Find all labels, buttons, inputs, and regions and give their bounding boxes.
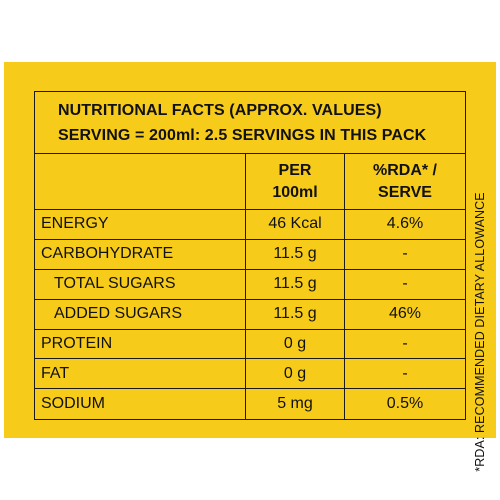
nutrient-value: 11.5 g	[245, 239, 344, 269]
nutrition-label-panel: NUTRITIONAL FACTS (APPROX. VALUES) SERVI…	[4, 62, 496, 472]
nutrient-rda: -	[344, 329, 465, 359]
header-per-100ml-line1: PER	[278, 161, 312, 179]
nutrient-value: 0 g	[245, 329, 344, 359]
header-rda-line1: %RDA* /	[372, 161, 437, 179]
table-title-block: NUTRITIONAL FACTS (APPROX. VALUES) SERVI…	[35, 92, 465, 154]
nutrient-rda: 0.5%	[344, 389, 465, 420]
header-per-100ml-line2: 100ml	[272, 183, 318, 201]
nutrient-rda: 46%	[344, 299, 465, 329]
nutrient-value: 5 mg	[245, 389, 344, 420]
table-row-carbohydrate: CARBOHYDRATE 11.5 g -	[35, 239, 465, 270]
table-row-total-sugars: TOTAL SUGARS 11.5 g -	[35, 269, 465, 300]
nutrient-name: PROTEIN	[41, 335, 113, 352]
nutrient-name: CARBOHYDRATE	[41, 245, 174, 263]
nutrient-rda: -	[344, 359, 465, 389]
table-row-protein: PROTEIN 0 g -	[35, 329, 465, 360]
header-nutrient-cell	[35, 154, 245, 209]
table-row-fat: FAT 0 g -	[35, 359, 465, 390]
nutrient-value: 11.5 g	[245, 269, 344, 299]
nutrient-value: 11.5 g	[245, 299, 344, 329]
nutrient-value: 0 g	[245, 359, 344, 389]
nutrient-name: SODIUM	[41, 395, 105, 413]
table-row-added-sugars: ADDED SUGARS 11.5 g 46%	[35, 299, 465, 330]
table-header-row: PER 100ml %RDA* / SERVE	[35, 154, 465, 210]
nutrient-name: TOTAL SUGARS	[54, 275, 176, 293]
table-row-energy: ENERGY 46 Kcal 4.6%	[35, 210, 465, 240]
nutrient-name: FAT	[41, 364, 70, 382]
rda-footnote-text: *RDA: RECOMMENDED DIETARY ALLOWANCE	[473, 192, 487, 472]
nutrition-facts-table: NUTRITIONAL FACTS (APPROX. VALUES) SERVI…	[34, 91, 466, 421]
table-row-sodium: SODIUM 5 mg 0.5%	[35, 389, 465, 420]
nutrient-name: ADDED SUGARS	[54, 305, 183, 323]
table-title: NUTRITIONAL FACTS (APPROX. VALUES)	[58, 101, 382, 119]
header-rda-line2: SERVE	[378, 183, 432, 201]
header-rda-per-serve: %RDA* / SERVE	[344, 154, 465, 209]
nutrient-name: ENERGY	[41, 215, 109, 233]
serving-info: SERVING = 200ml: 2.5 SERVINGS IN THIS PA…	[58, 126, 427, 144]
nutrient-rda: -	[344, 239, 465, 269]
header-per-100ml: PER 100ml	[245, 154, 344, 209]
nutrient-rda: 4.6%	[344, 210, 465, 239]
nutrient-rda: -	[344, 269, 465, 299]
nutrient-value: 46 Kcal	[245, 210, 344, 239]
